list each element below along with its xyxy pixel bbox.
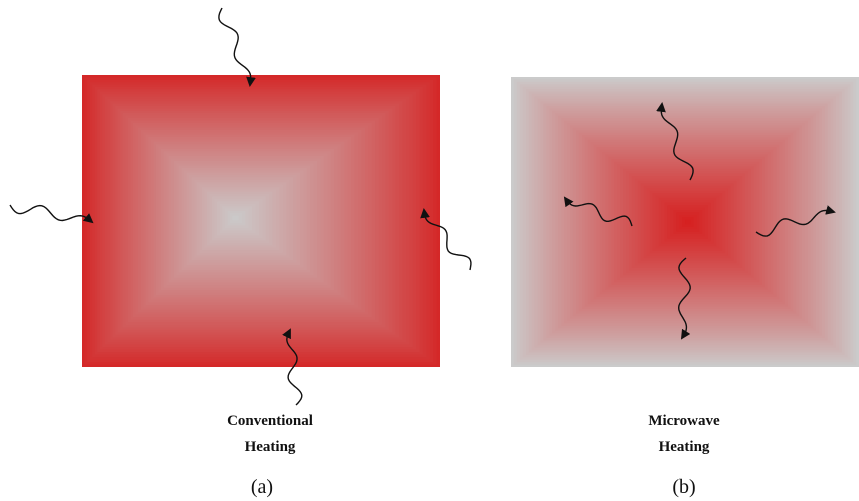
panel-label: Heating bbox=[659, 439, 710, 455]
figure: Conventional Heating (a) Microwave Heati… bbox=[0, 0, 859, 501]
gradient-band bbox=[685, 220, 691, 225]
heat-arrow bbox=[10, 205, 92, 222]
panel-label: Microwave bbox=[648, 413, 720, 429]
conventional-panel bbox=[82, 75, 440, 367]
microwave-panel bbox=[511, 77, 859, 367]
gradient-band bbox=[232, 216, 238, 221]
panel-caption: (a) bbox=[251, 476, 273, 498]
panel-label: Conventional bbox=[227, 413, 313, 429]
panel-label: Heating bbox=[245, 439, 296, 455]
heat-arrow bbox=[219, 8, 251, 85]
panel-caption: (b) bbox=[672, 476, 695, 498]
